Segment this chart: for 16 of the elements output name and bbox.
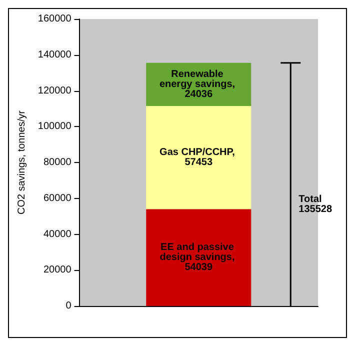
y-tick-label: 120000 (38, 85, 72, 96)
y-tick-label: 60000 (43, 192, 72, 204)
y-tick-label: 40000 (43, 228, 72, 240)
data-label: Renewable energy savings, 24036 (159, 68, 238, 100)
text: Total 135528 (298, 194, 332, 215)
y-tick-label: 100000 (38, 121, 72, 132)
y-tick-label: 160000 (38, 14, 72, 24)
bar (146, 106, 252, 210)
y-tick-label: 0 (66, 300, 72, 312)
bar (146, 209, 252, 306)
y-tick-label: 140000 (38, 49, 72, 60)
data-label: Gas CHP/CCHP, 57453 (160, 147, 238, 168)
y-tick-label: 20000 (43, 264, 72, 276)
y-axis-title: CO2 savings, tonnes/yr (16, 110, 28, 214)
y-tick-label: 80000 (43, 157, 72, 168)
data-label: EE and passive design savings, 54039 (160, 242, 238, 274)
